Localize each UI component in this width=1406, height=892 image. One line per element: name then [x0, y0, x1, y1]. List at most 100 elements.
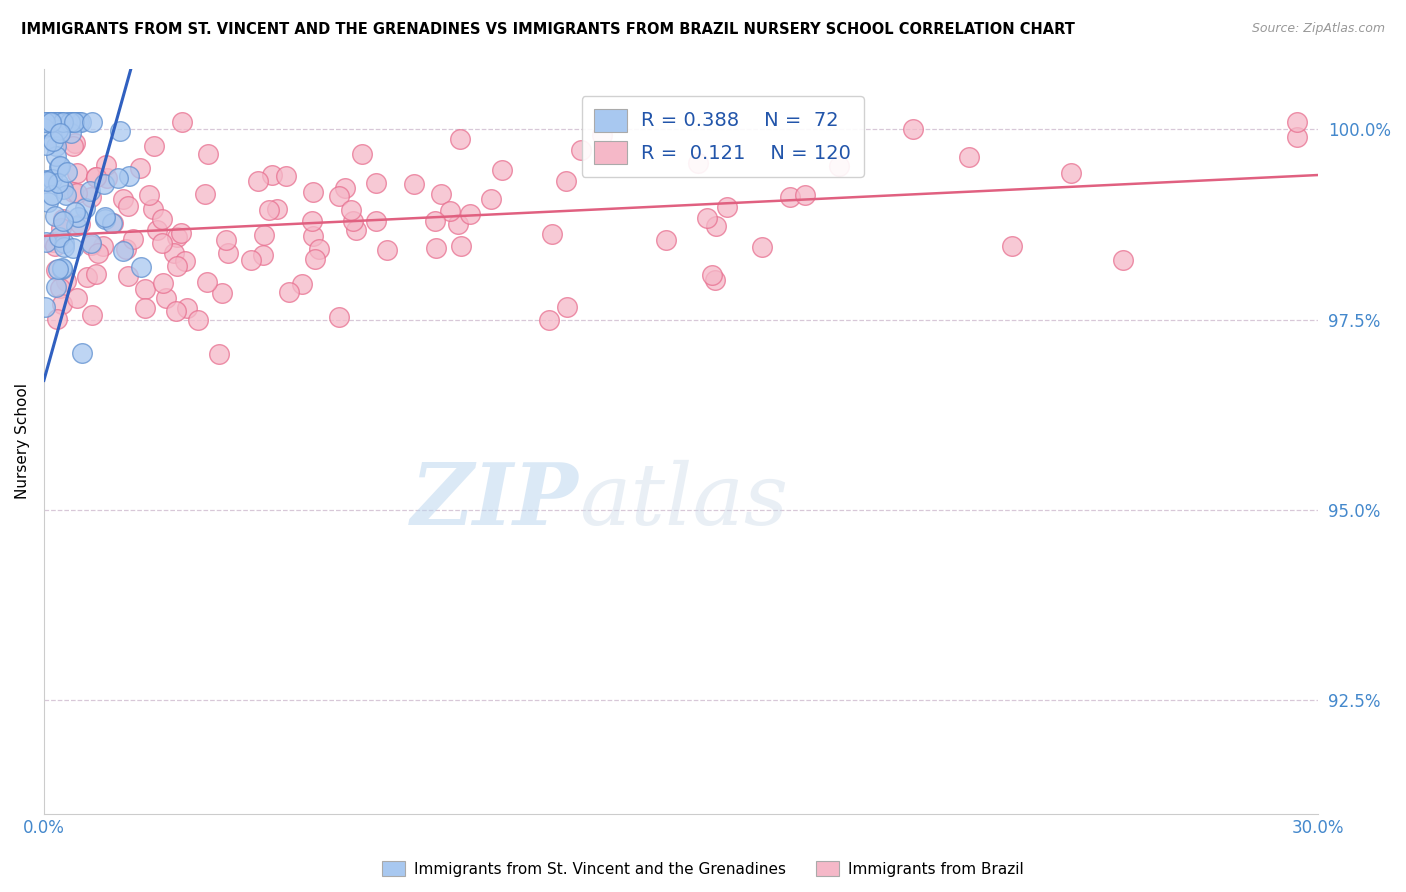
- Point: [121, 232, 143, 246]
- Point: [65, 205, 87, 219]
- Point: [1000, 239, 1022, 253]
- Point: [58, 115, 80, 129]
- Point: [215, 233, 238, 247]
- Point: [72, 346, 94, 360]
- Point: [37, 174, 59, 188]
- Point: [34, 301, 56, 315]
- Point: [276, 169, 298, 184]
- Point: [62, 241, 84, 255]
- Point: [170, 226, 193, 240]
- Point: [44, 239, 66, 253]
- Point: [55, 274, 77, 288]
- Point: [344, 223, 367, 237]
- Point: [49, 159, 72, 173]
- Point: [211, 286, 233, 301]
- Point: [704, 219, 727, 233]
- Point: [166, 229, 188, 244]
- Point: [143, 139, 166, 153]
- Point: [430, 186, 453, 201]
- Point: [37, 194, 59, 209]
- Point: [62, 139, 84, 153]
- Point: [302, 185, 325, 199]
- Point: [260, 169, 283, 183]
- Point: [1060, 166, 1083, 180]
- Point: [66, 166, 89, 180]
- Point: [39, 115, 62, 129]
- Point: [41, 172, 63, 186]
- Point: [447, 217, 470, 231]
- Point: [55, 165, 77, 179]
- Point: [39, 115, 62, 129]
- Point: [246, 174, 269, 188]
- Point: [540, 227, 562, 241]
- Point: [84, 170, 107, 185]
- Point: [48, 115, 70, 129]
- Point: [187, 313, 209, 327]
- Point: [49, 115, 72, 129]
- Point: [34, 115, 56, 129]
- Point: [257, 203, 280, 218]
- Point: [176, 301, 198, 315]
- Point: [35, 235, 58, 249]
- Point: [49, 281, 72, 295]
- Point: [302, 229, 325, 244]
- Point: [152, 277, 174, 291]
- Point: [38, 115, 60, 129]
- Point: [163, 245, 186, 260]
- Text: ZIP: ZIP: [412, 459, 579, 542]
- Point: [52, 115, 75, 129]
- Point: [591, 128, 613, 143]
- Point: [86, 246, 108, 260]
- Point: [94, 158, 117, 172]
- Point: [195, 276, 218, 290]
- Point: [308, 242, 330, 256]
- Point: [38, 115, 60, 129]
- Point: [557, 300, 579, 314]
- Point: [96, 170, 118, 185]
- Point: [138, 187, 160, 202]
- Point: [107, 170, 129, 185]
- Point: [1112, 253, 1135, 268]
- Point: [340, 202, 363, 217]
- Point: [80, 235, 103, 250]
- Point: [304, 252, 326, 266]
- Point: [80, 190, 103, 204]
- Point: [66, 291, 89, 305]
- Point: [134, 301, 156, 315]
- Point: [80, 238, 103, 252]
- Point: [49, 115, 72, 129]
- Text: IMMIGRANTS FROM ST. VINCENT AND THE GRENADINES VS IMMIGRANTS FROM BRAZIL NURSERY: IMMIGRANTS FROM ST. VINCENT AND THE GREN…: [21, 22, 1076, 37]
- Point: [686, 155, 709, 169]
- Point: [62, 115, 84, 129]
- Point: [110, 124, 132, 138]
- Point: [129, 161, 152, 175]
- Point: [93, 239, 115, 253]
- Point: [170, 115, 193, 129]
- Point: [35, 137, 58, 152]
- Legend: Immigrants from St. Vincent and the Grenadines, Immigrants from Brazil: Immigrants from St. Vincent and the Gren…: [374, 853, 1032, 884]
- Point: [51, 297, 73, 311]
- Point: [208, 347, 231, 361]
- Point: [112, 244, 135, 259]
- Point: [45, 138, 67, 153]
- Point: [80, 115, 103, 129]
- Point: [115, 243, 138, 257]
- Point: [45, 280, 67, 294]
- Point: [655, 233, 678, 247]
- Point: [479, 192, 502, 206]
- Point: [67, 211, 90, 225]
- Point: [423, 213, 446, 227]
- Point: [197, 147, 219, 161]
- Point: [194, 186, 217, 201]
- Point: [70, 115, 93, 129]
- Point: [134, 282, 156, 296]
- Point: [46, 312, 69, 326]
- Point: [450, 238, 472, 252]
- Point: [101, 216, 124, 230]
- Point: [704, 273, 727, 287]
- Point: [69, 218, 91, 232]
- Point: [76, 270, 98, 285]
- Point: [94, 211, 117, 225]
- Point: [150, 211, 173, 226]
- Point: [49, 126, 72, 140]
